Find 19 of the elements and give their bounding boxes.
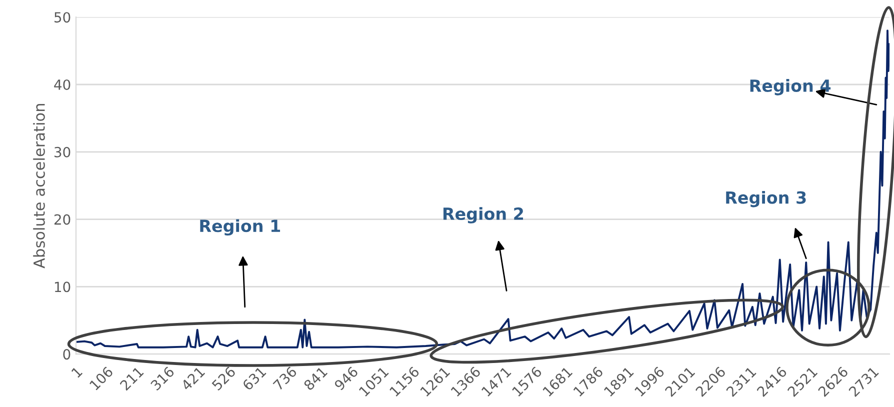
x-tick-label: 841: [303, 366, 328, 391]
x-tick-label: 736: [272, 366, 298, 391]
y-axis-title: Absolute acceleration: [33, 104, 45, 268]
x-tick-label: 631: [242, 366, 266, 391]
y-tick-label: 20: [54, 214, 70, 225]
annotation: Region 4: [750, 79, 831, 96]
y-tick-label: 30: [54, 146, 70, 158]
annotation: Region 3: [726, 190, 806, 208]
x-tick-label: 1: [71, 366, 83, 378]
line-series: [76, 30, 890, 348]
annotation: Region 1: [200, 219, 280, 236]
annotation: Region 2: [443, 207, 523, 224]
y-tick-label: 0: [63, 349, 70, 360]
y-tick-label: 40: [54, 79, 70, 90]
y-tick-label: 50: [54, 12, 70, 23]
x-tick-label: 946: [334, 366, 359, 391]
x-tick-label: 211: [119, 366, 144, 391]
x-tick-label: 421: [180, 366, 206, 391]
y-tick-label: 10: [54, 282, 70, 292]
